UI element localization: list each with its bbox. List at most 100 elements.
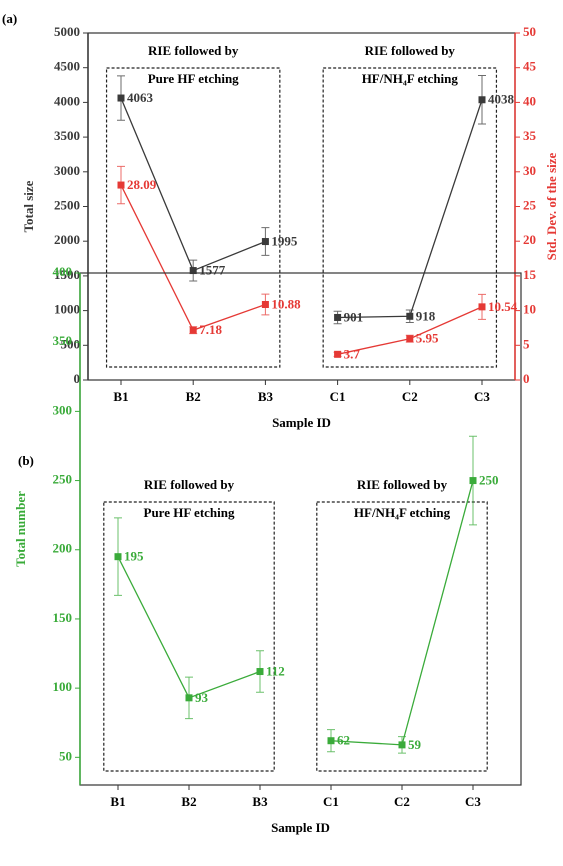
y2-tick-label: 0 — [523, 371, 530, 386]
data-point — [189, 326, 197, 334]
value-label: 59 — [408, 737, 422, 752]
group-annotation: HF/NH₄F etching — [362, 71, 459, 86]
value-label: 93 — [195, 690, 209, 705]
y2-tick-label: 25 — [523, 197, 537, 212]
x-tick-label: B1 — [113, 389, 128, 404]
plot-frame — [79, 272, 522, 786]
value-label: 901 — [344, 309, 364, 324]
value-label: 4038 — [488, 92, 515, 107]
y-tick-label: 2500 — [54, 197, 80, 212]
data-point — [334, 313, 342, 321]
value-label: 1577 — [199, 263, 226, 278]
panel-label: (a) — [2, 11, 17, 26]
group-annotation: Pure HF etching — [144, 505, 235, 520]
group-annotation: RIE followed by — [365, 43, 456, 58]
data-point — [334, 350, 342, 358]
data-point — [117, 181, 125, 189]
y-tick-label: 4000 — [54, 93, 80, 108]
annotation-bg — [341, 70, 478, 90]
y-tick-label: 3000 — [54, 163, 80, 178]
value-label: 10.88 — [271, 296, 301, 311]
x-axis-label: Sample ID — [271, 820, 330, 835]
value-label: 62 — [337, 733, 350, 748]
y-axis-label: Total size — [21, 180, 36, 232]
y2-tick-label: 35 — [523, 128, 537, 143]
annotation-bg — [125, 70, 262, 90]
group-box — [103, 501, 275, 772]
x-tick-label: B3 — [258, 389, 274, 404]
group-box — [322, 67, 498, 368]
y2-tick-label: 50 — [523, 24, 536, 39]
y-tick-label: 500 — [61, 336, 81, 351]
data-point — [256, 668, 264, 676]
y-tick-label: 400 — [53, 264, 73, 279]
x-tick-label: B2 — [186, 389, 201, 404]
group-annotation: RIE followed by — [148, 43, 239, 58]
y2-tick-label: 30 — [523, 163, 536, 178]
y-tick-label: 100 — [53, 679, 73, 694]
data-point — [478, 303, 486, 311]
y-tick-label: 350 — [53, 333, 73, 348]
y-tick-label: 3500 — [54, 128, 80, 143]
group-annotation: RIE followed by — [357, 477, 448, 492]
group-box — [316, 501, 488, 772]
value-label: 250 — [479, 473, 499, 488]
group-annotation: Pure HF etching — [148, 71, 239, 86]
x-tick-label: B3 — [252, 794, 268, 809]
y-axis-label: Total number — [13, 491, 28, 567]
x-tick-label: C3 — [474, 389, 490, 404]
value-label: 195 — [124, 549, 144, 564]
y-tick-label: 5000 — [54, 24, 80, 39]
y2-tick-label: 15 — [523, 267, 537, 282]
group-box — [105, 67, 281, 368]
value-label: 918 — [416, 308, 436, 323]
y-tick-label: 2000 — [54, 232, 80, 247]
value-label: 3.7 — [344, 346, 361, 361]
x-tick-label: C2 — [394, 794, 410, 809]
annotation-bg — [334, 504, 470, 524]
x-tick-label: B2 — [181, 794, 196, 809]
y-tick-label: 50 — [59, 748, 72, 763]
x-tick-label: C1 — [323, 794, 339, 809]
data-point — [469, 477, 477, 485]
y2-tick-label: 45 — [523, 59, 537, 74]
data-point — [478, 96, 486, 104]
y-tick-label: 4500 — [54, 59, 80, 74]
value-label: 5.95 — [416, 331, 439, 346]
data-point — [406, 335, 414, 343]
data-point — [406, 312, 414, 320]
y-tick-label: 1000 — [54, 302, 80, 317]
y2-tick-label: 10 — [523, 302, 536, 317]
value-label: 1995 — [271, 234, 298, 249]
value-label: 10.54 — [488, 299, 518, 314]
data-point — [327, 737, 335, 745]
x-tick-label: C2 — [402, 389, 418, 404]
y-tick-label: 300 — [53, 402, 73, 417]
annotation-bg — [121, 504, 257, 524]
y2-tick-label: 5 — [523, 336, 530, 351]
x-tick-label: C1 — [330, 389, 346, 404]
data-point — [185, 694, 193, 702]
series-line — [337, 99, 483, 319]
data-point — [189, 267, 197, 275]
panel-label: (b) — [18, 453, 34, 468]
data-point — [261, 300, 269, 308]
group-annotation: HF/NH₄F etching — [354, 505, 451, 520]
data-point — [398, 741, 406, 749]
value-label: 4063 — [127, 90, 154, 105]
y-tick-label: 250 — [53, 472, 73, 487]
y-tick-label: 150 — [53, 610, 73, 625]
value-label: 7.18 — [199, 322, 222, 337]
x-axis-label: Sample ID — [272, 415, 331, 430]
group-annotation: RIE followed by — [144, 477, 235, 492]
x-tick-label: C3 — [465, 794, 481, 809]
y-tick-label: 0 — [74, 371, 81, 386]
value-label: 28.09 — [127, 177, 157, 192]
series-line — [120, 184, 266, 331]
y2-tick-label: 20 — [523, 232, 536, 247]
y2-axis-label: Std. Dev. of the size — [544, 152, 559, 260]
x-tick-label: B1 — [110, 794, 125, 809]
y2-tick-label: 40 — [523, 93, 536, 108]
y-tick-label: 1500 — [54, 267, 80, 282]
